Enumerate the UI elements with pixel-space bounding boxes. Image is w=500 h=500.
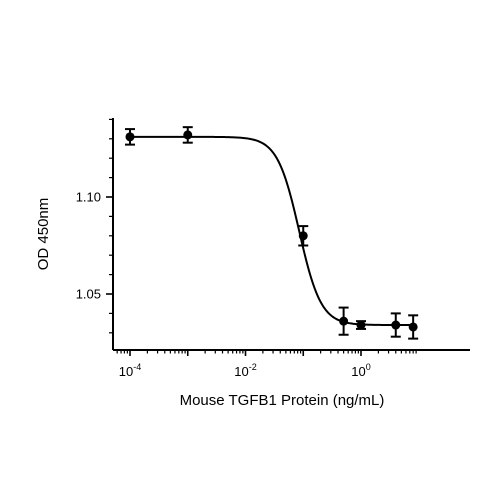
data-point	[339, 316, 349, 326]
tick-marks	[106, 118, 417, 356]
axes	[112, 118, 470, 351]
data-point	[298, 231, 308, 241]
x-tick-label-exponent: -2	[249, 362, 257, 372]
x-tick-label: 100	[351, 362, 370, 379]
x-tick-label-base: 10	[119, 364, 133, 379]
x-tick-label-exponent: 0	[366, 362, 371, 372]
y-tick-label: 1.05	[76, 287, 101, 302]
data-point	[356, 320, 366, 330]
fit-curve	[130, 135, 414, 327]
data-point	[391, 320, 401, 330]
x-axis-title: Mouse TGFB1 Protein (ng/mL)	[180, 392, 385, 409]
y-tick-label: 1.10	[76, 190, 101, 205]
x-tick-label: 10-4	[119, 362, 141, 379]
fit-curve-group	[130, 135, 414, 327]
y-axis-title: OD 450nm	[35, 198, 52, 271]
x-tick-label: 10-2	[234, 362, 256, 379]
data-points	[125, 126, 419, 340]
x-tick-label-exponent: -4	[133, 362, 141, 372]
data-point	[183, 130, 193, 140]
x-tick-label-base: 10	[351, 364, 365, 379]
data-point	[408, 322, 418, 332]
data-point	[125, 132, 135, 142]
x-tick-label-base: 10	[234, 364, 248, 379]
